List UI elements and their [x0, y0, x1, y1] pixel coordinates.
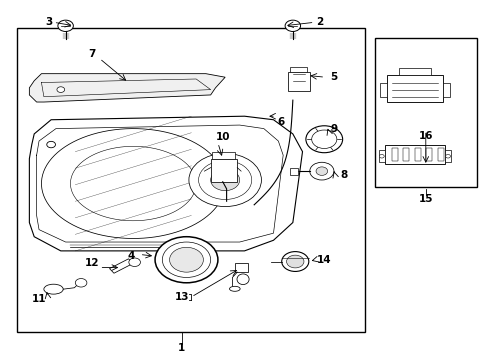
- Bar: [386, 76, 442, 102]
- Bar: [290, 168, 297, 175]
- Bar: [17, 28, 365, 332]
- Text: 3: 3: [45, 17, 52, 27]
- Circle shape: [315, 167, 327, 175]
- Text: 6: 6: [277, 117, 284, 126]
- Circle shape: [188, 153, 261, 207]
- Bar: [378, 150, 384, 162]
- Bar: [379, 82, 386, 97]
- Bar: [290, 67, 307, 72]
- Text: 5: 5: [329, 72, 337, 82]
- Circle shape: [58, 20, 73, 31]
- Text: 9: 9: [330, 123, 337, 134]
- Text: 15: 15: [418, 194, 432, 204]
- Bar: [398, 68, 430, 76]
- Bar: [444, 150, 450, 162]
- Bar: [234, 263, 248, 272]
- Bar: [109, 259, 133, 273]
- Circle shape: [379, 154, 384, 158]
- Bar: [403, 148, 408, 161]
- Ellipse shape: [237, 274, 248, 284]
- Bar: [374, 38, 476, 187]
- Bar: [437, 148, 443, 161]
- Polygon shape: [29, 116, 302, 251]
- Polygon shape: [29, 74, 224, 102]
- Ellipse shape: [229, 286, 240, 291]
- Bar: [287, 72, 309, 91]
- Circle shape: [162, 242, 210, 278]
- Text: 11: 11: [32, 294, 46, 304]
- Bar: [414, 148, 420, 161]
- Bar: [426, 148, 431, 161]
- Circle shape: [285, 20, 300, 31]
- Text: 4: 4: [127, 251, 134, 261]
- Circle shape: [198, 161, 251, 199]
- Circle shape: [210, 169, 239, 191]
- Circle shape: [286, 255, 304, 268]
- Text: 2: 2: [315, 17, 323, 27]
- Text: 12: 12: [85, 258, 99, 268]
- Text: 10: 10: [215, 132, 229, 143]
- Text: 1: 1: [178, 343, 185, 354]
- Bar: [391, 148, 397, 161]
- Circle shape: [155, 237, 218, 283]
- Text: 8: 8: [339, 170, 346, 180]
- Circle shape: [128, 258, 140, 266]
- Bar: [212, 152, 235, 159]
- Ellipse shape: [44, 284, 63, 294]
- Circle shape: [305, 126, 342, 153]
- Bar: [384, 145, 444, 164]
- Text: 16: 16: [418, 131, 432, 141]
- Text: 13: 13: [174, 292, 188, 302]
- Circle shape: [311, 130, 336, 148]
- Circle shape: [169, 247, 203, 272]
- Bar: [210, 159, 237, 182]
- Circle shape: [309, 162, 333, 180]
- Circle shape: [281, 252, 308, 271]
- Text: 14: 14: [316, 255, 331, 265]
- Circle shape: [75, 279, 87, 287]
- Circle shape: [57, 87, 64, 93]
- Circle shape: [445, 154, 449, 158]
- Text: 7: 7: [88, 49, 96, 59]
- Circle shape: [47, 141, 55, 148]
- Bar: [442, 82, 449, 97]
